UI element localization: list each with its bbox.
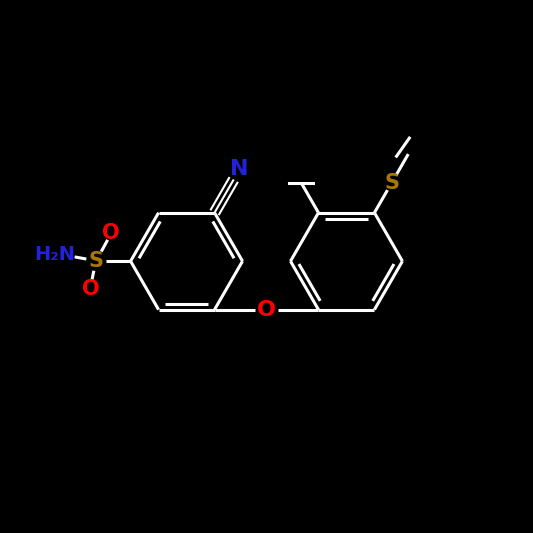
Text: N: N: [230, 159, 249, 179]
Text: O: O: [102, 223, 120, 244]
Text: O: O: [82, 279, 100, 299]
Text: S: S: [88, 251, 103, 271]
Text: H₂N: H₂N: [34, 245, 75, 264]
Text: O: O: [257, 300, 276, 320]
Text: S: S: [384, 173, 399, 193]
